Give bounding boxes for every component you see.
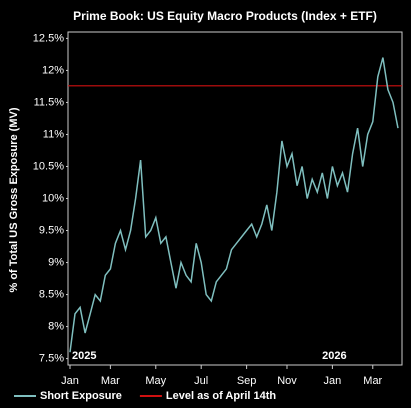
y-tick-label: 8.5% [39,288,64,300]
y-tick-label: 9.5% [39,224,64,236]
x-tick-label: Mar [101,375,120,387]
year-label: 2025 [72,350,96,362]
y-tick-label: 12% [42,64,64,76]
y-tick-label: 10.5% [33,160,64,172]
y-axis-label: % of Total US Gross Exposure (MV) [8,107,20,292]
y-tick-label: 11.5% [34,96,65,108]
y-tick-label: 9% [48,256,64,268]
y-tick-label: 8% [48,320,64,332]
x-tick-label: Jan [324,375,342,387]
y-tick-label: 11% [43,128,64,140]
x-tick-label: Jul [194,375,208,387]
legend-label: Short Exposure [40,390,122,402]
x-tick-label: May [145,375,166,387]
chart-title: Prime Book: US Equity Macro Products (In… [73,9,377,23]
line-series [69,57,399,353]
year-label: 2026 [322,350,346,362]
x-tick-label: Jan [61,375,79,387]
y-tick-label: 10% [42,192,64,204]
legend-label: Level as of April 14th [166,390,277,402]
x-tick-label: Mar [363,375,382,387]
x-tick-label: Sep [237,375,257,387]
y-tick-label: 7.5% [39,353,64,365]
y-tick-label: 12.5% [33,32,64,44]
x-tick-label: Nov [277,375,297,387]
